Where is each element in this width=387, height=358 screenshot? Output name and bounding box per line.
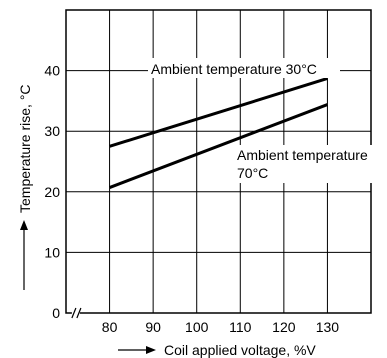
y-tick-labels: 0 10 20 30 40 [44, 63, 60, 321]
annotation-30c-bg [148, 58, 340, 78]
data-series [109, 77, 328, 189]
y-tick-label-30: 30 [44, 123, 60, 139]
x-tick-label-100: 100 [185, 319, 209, 335]
annotation-70c-label-line2: 70°C [237, 165, 268, 181]
x-axis-label-arrowhead [146, 346, 156, 354]
x-tick-labels: 80 90 100 110 120 130 [102, 319, 340, 335]
x-axis-break-marker [71, 307, 82, 319]
axis-break-stroke-1 [71, 307, 77, 319]
x-tick-label-120: 120 [272, 319, 296, 335]
annotation-70c-bg [235, 145, 385, 183]
x-tick-label-110: 110 [229, 319, 252, 335]
y-axis-label-arrowhead [20, 220, 28, 230]
y-tick-label-10: 10 [44, 244, 60, 260]
y-tick-label-20: 20 [44, 184, 60, 200]
series-line-70c [109, 103, 328, 189]
y-tick-label-0: 0 [52, 305, 60, 321]
axis-break-stroke-2 [76, 307, 82, 319]
x-tick-label-130: 130 [316, 319, 340, 335]
annotation-30c-label: Ambient temperature 30°C [151, 61, 317, 77]
series-line-30c [109, 77, 328, 148]
x-tick-label-80: 80 [102, 319, 118, 335]
x-axis-label: Coil applied voltage, %V [164, 342, 316, 358]
annotation-70c-label-line1: Ambient temperature [237, 147, 368, 163]
y-tick-label-40: 40 [44, 63, 60, 79]
axis-break-gap [71, 308, 80, 318]
x-tick-label-90: 90 [145, 319, 161, 335]
y-axis-label: Temperature rise, °C [17, 84, 33, 213]
